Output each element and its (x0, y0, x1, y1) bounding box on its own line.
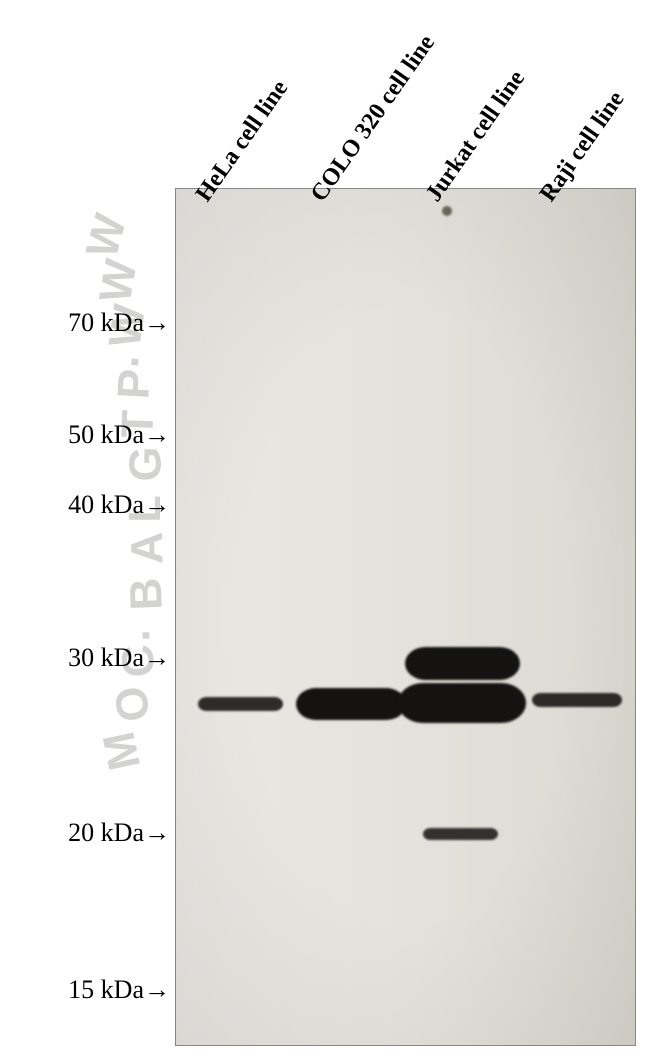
watermark-letter: . (97, 352, 150, 369)
lane-label: Jurkat cell line (421, 66, 531, 207)
mw-label: 40 kDa→ (20, 490, 170, 520)
mw-label: 70 kDa→ (20, 308, 170, 338)
blot-membrane (175, 188, 636, 1046)
watermark-letter: G (119, 446, 172, 482)
band (423, 828, 498, 840)
lane-label: COLO 320 cell line (306, 30, 441, 207)
watermark-letter: O (104, 683, 160, 725)
figure-container: WWW.PTGLAB.COM HeLa cell lineCOLO 320 ce… (0, 0, 650, 1062)
band (405, 647, 520, 680)
mw-label: 20 kDa→ (20, 818, 170, 848)
band (532, 693, 622, 707)
mw-label: 50 kDa→ (20, 420, 170, 450)
watermark-letter: A (121, 531, 174, 564)
mw-label: 30 kDa→ (20, 643, 170, 673)
blot-speck (442, 206, 452, 216)
blot-vignette (176, 189, 635, 1045)
band (198, 697, 283, 711)
watermark-letter: W (89, 256, 148, 307)
watermark-letter: . (108, 628, 161, 643)
mw-label: 15 kDa→ (20, 975, 170, 1005)
watermark-letter: M (92, 727, 151, 774)
band (296, 688, 406, 720)
band (398, 683, 526, 723)
watermark-letter: B (120, 577, 173, 611)
watermark-letter: P (107, 368, 160, 401)
watermark-letter: W (76, 209, 137, 263)
